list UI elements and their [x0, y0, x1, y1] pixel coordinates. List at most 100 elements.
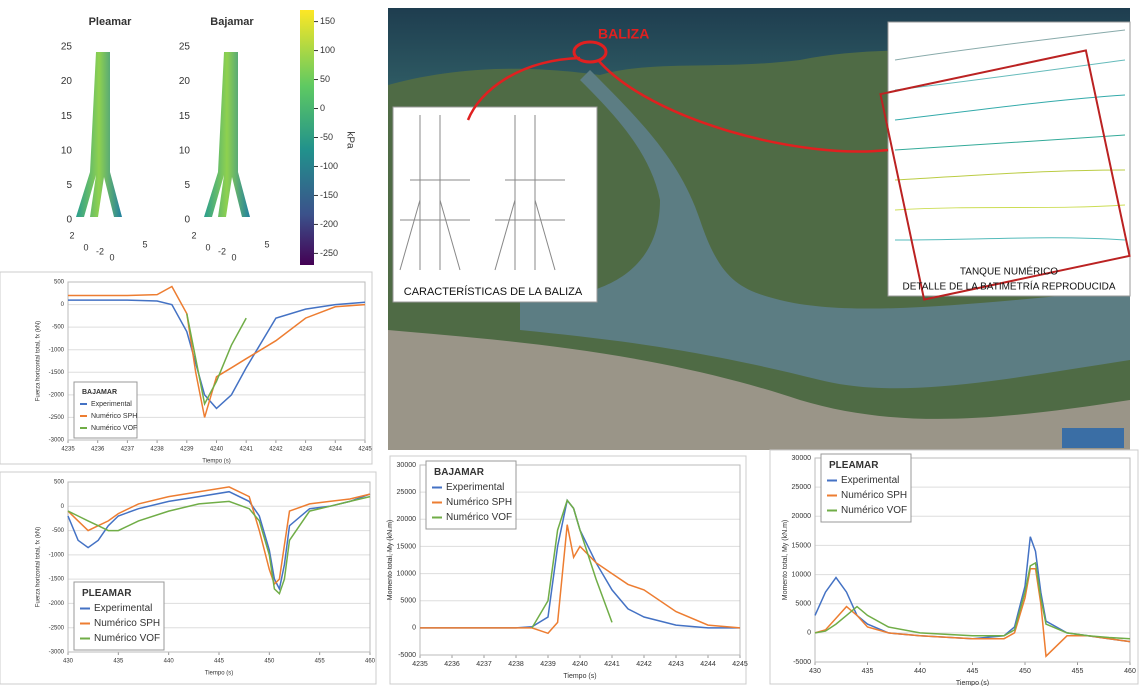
x-tick-label: 445: [214, 659, 225, 665]
z-tick-label: 0: [66, 215, 72, 226]
y-tick-label: 20000: [397, 516, 417, 523]
x-tick-label: 455: [1072, 668, 1084, 675]
x-tick-label: 430: [809, 668, 821, 675]
z-tick-label: 20: [179, 76, 191, 87]
y-tick-label: -500: [52, 528, 65, 534]
x-tick-label: 460: [1124, 668, 1136, 675]
legend-label: Experimental: [446, 482, 504, 493]
z-tick-label: 15: [61, 111, 73, 122]
y-tick-label: -500: [52, 325, 65, 331]
y-axis-label: Fuerza horizontal total, fx (kN): [36, 527, 42, 607]
legend-label: Numérico VOF: [91, 425, 137, 432]
tower-renders: [76, 10, 314, 265]
x-tick-label: 4243: [299, 447, 313, 453]
z-tick-label: 25: [61, 42, 73, 53]
x-tick-label: 4239: [540, 661, 556, 668]
tank-inset: [887, 21, 1131, 297]
x-tick-label: 4237: [121, 447, 135, 453]
x-tick-label: 4239: [180, 447, 194, 453]
y-tick-label: 25000: [397, 489, 417, 496]
plot-area: [814, 457, 1131, 663]
y-tick-label: -3000: [49, 650, 65, 656]
beacon-inset: [392, 106, 598, 303]
bathymetry: [894, 29, 1126, 241]
base-tick-label: 0: [109, 252, 114, 262]
y-tick-label: 500: [54, 480, 65, 486]
series-line: [814, 567, 1131, 658]
colorbar-tick-label: 0: [320, 103, 325, 113]
colorbar-tick-label: 150: [320, 16, 335, 26]
z-tick-label: 20: [61, 76, 73, 87]
y-tick-label: 5000: [400, 598, 416, 605]
x-tick-label: 4244: [700, 661, 716, 668]
x-tick-label: 435: [113, 659, 124, 665]
legend-label: Numérico SPH: [446, 497, 512, 508]
y-tick-label: 10000: [792, 571, 812, 578]
x-axis-label: Tiempo (s): [202, 459, 230, 465]
x-axis-label: Tiempo (s): [956, 680, 989, 686]
x-tick-label: 4242: [269, 447, 283, 453]
series-line: [67, 495, 371, 596]
y-tick-label: -1500: [49, 577, 65, 583]
legend-title: PLEAMAR: [829, 460, 879, 471]
colorbar-tick-label: -100: [320, 161, 338, 171]
y-tick-label: 30000: [792, 455, 812, 462]
y-tick-label: -2500: [49, 625, 65, 631]
y-tick-label: -1000: [49, 347, 65, 353]
chart-frame: [0, 271, 373, 465]
y-tick-label: 0: [807, 630, 811, 637]
beacon-sketch: [399, 115, 565, 271]
legend-label: Numérico SPH: [841, 490, 907, 501]
x-tick-label: 4242: [636, 661, 652, 668]
plot-area: [419, 464, 741, 656]
z-tick-label: 0: [184, 215, 190, 226]
base-tick-label: 0: [231, 252, 236, 262]
x-tick-label: 4243: [668, 661, 684, 668]
series-line: [68, 299, 366, 410]
map-locator: [1062, 428, 1124, 448]
y-tick-label: 0: [61, 302, 65, 308]
x-tick-label: 4236: [444, 661, 460, 668]
x-tick-label: 440: [164, 659, 175, 665]
legend-label: Numérico SPH: [91, 413, 137, 420]
colorbar-tick-label: -250: [320, 248, 338, 258]
beacon-arrow: [466, 56, 581, 121]
x-tick-label: 4240: [210, 447, 224, 453]
x-tick-label: 4235: [61, 447, 75, 453]
tower-pleamar: [76, 52, 122, 217]
y-tick-label: -1000: [49, 552, 65, 558]
z-tick-label: 25: [179, 42, 191, 53]
series-line: [67, 490, 371, 592]
map-river: [520, 70, 1130, 389]
y-tick-label: 20000: [792, 513, 812, 520]
x-tick-label: 450: [264, 659, 275, 665]
plot-area: [67, 281, 366, 441]
base-tick-label: 2: [69, 230, 74, 240]
y-tick-label: -2000: [49, 392, 65, 398]
colorbar-tick-label: -150: [320, 190, 338, 200]
x-tick-label: 435: [862, 668, 874, 675]
y-tick-label: -1500: [49, 370, 65, 376]
y-tick-label: 5000: [795, 601, 811, 608]
y-axis-label: Momento total, My (kN.m): [782, 520, 789, 601]
legend-label: Numérico SPH: [94, 618, 160, 629]
render-title: Pleamar: [89, 16, 133, 28]
series-line: [531, 498, 613, 629]
z-tick-label: 10: [179, 145, 191, 156]
x-tick-label: 4237: [476, 661, 492, 668]
series-line: [420, 524, 741, 635]
series-line: [814, 561, 1131, 640]
series-line: [186, 313, 247, 407]
legend-label: Experimental: [91, 401, 132, 408]
z-tick-label: 10: [61, 145, 73, 156]
x-tick-label: 455: [315, 659, 326, 665]
x-tick-label: 4241: [240, 447, 254, 453]
x-axis-label: Tiempo (s): [563, 673, 596, 680]
base-tick-label: -2: [96, 246, 104, 256]
base-tick-label: 0: [83, 242, 88, 252]
x-tick-label: 4238: [508, 661, 524, 668]
y-tick-label: -2500: [49, 415, 65, 421]
colorbar: [300, 10, 314, 265]
tank-arrow: [597, 59, 889, 153]
